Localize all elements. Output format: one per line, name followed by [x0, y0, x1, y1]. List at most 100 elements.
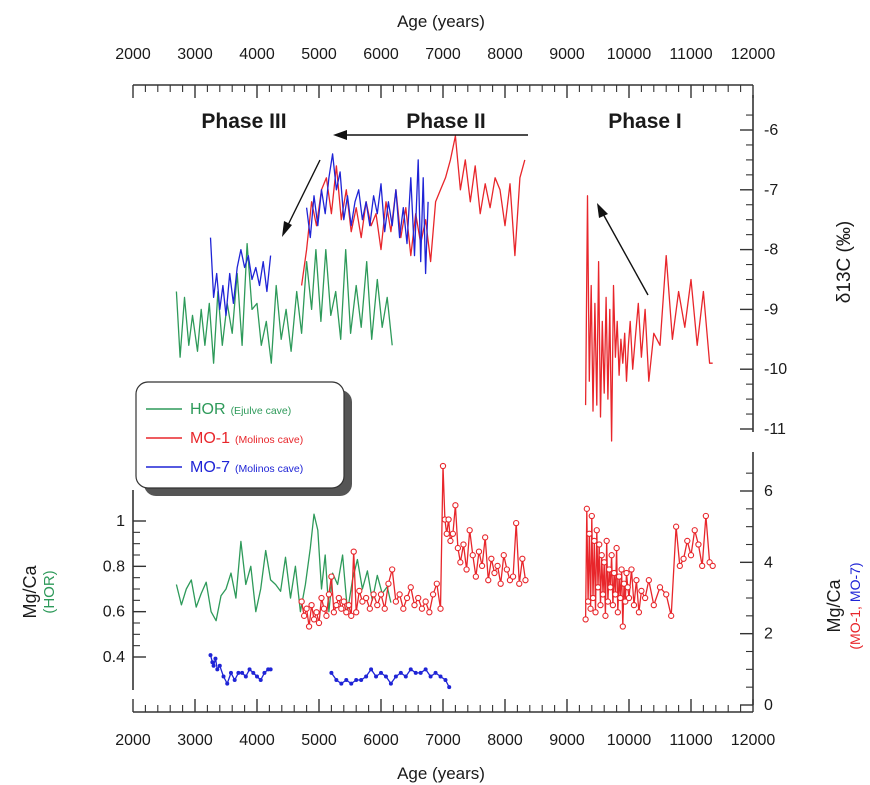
lower-mo1-mgca-point: [323, 612, 330, 619]
lower-mo1-mgca-point: [680, 555, 687, 562]
lower-mo1-mgca-point: [588, 512, 595, 520]
lower-mo1-mgca-point: [445, 516, 452, 523]
bottom-x-tick-label: 10000: [607, 732, 652, 749]
upper-hor-d13c-line-1: [175, 242, 393, 364]
phase-iii-trend-arrow-line: [286, 159, 321, 228]
lower-mo1-mgca-point: [702, 512, 710, 520]
lower-mo1-mgca-point: [353, 609, 360, 616]
upper-y-tick-label: -8: [764, 242, 778, 259]
lower-mo1-mgca-point: [584, 598, 592, 605]
lower-mo1-mgca-point: [303, 605, 310, 612]
phase-i-label: Phase I: [608, 110, 682, 133]
lower-mo7-mgca-point: [428, 674, 433, 679]
lower-mo1-mgca-point: [522, 577, 529, 584]
lower-mo1-mgca-point: [370, 591, 377, 598]
upper-y-axis-title: δ13C (‰): [834, 221, 855, 303]
lower-mo1-mgca-point: [415, 594, 422, 602]
lower-mo7-mgca-point: [210, 660, 215, 665]
top-x-tick-label: 6000: [363, 46, 399, 63]
lower-mo1-mgca-point: [396, 591, 403, 598]
lower-mo1-mgca-point: [609, 601, 617, 609]
lower-mo1-mgca-point: [318, 594, 325, 602]
lower-left-y-tick-label: 0.6: [103, 604, 125, 621]
top-x-tick-label: 4000: [239, 46, 275, 63]
lower-mo7-mgca-point: [344, 678, 349, 683]
lower-mo1-mgca-point: [503, 566, 511, 573]
lower-mo1-mgca-point: [691, 527, 698, 534]
lower-mo1-mgca-point: [491, 569, 498, 577]
lower-right-y-tick-label: 4: [764, 554, 773, 571]
lower-mo7-mgca-point: [364, 674, 369, 679]
lower-mo1-mgca-point: [635, 609, 643, 616]
lower-mo1-mgca-point: [328, 573, 335, 580]
upper-y-tick-label: -6: [764, 122, 778, 139]
lower-mo1-mgca-point: [485, 577, 492, 584]
lower-mo7-mgca-point: [423, 667, 428, 672]
legend-cave-mo1: (Molinos cave): [235, 434, 303, 446]
lower-mo1-mgca-point: [613, 544, 620, 552]
bottom-x-tick-label: 8000: [487, 732, 523, 749]
lower-right-y-tick-label: 2: [764, 626, 773, 643]
upper-y-tick-label: -9: [764, 301, 778, 318]
lower-mo7-mgca-point: [225, 681, 230, 686]
lower-mo1-mgca-point: [519, 555, 526, 562]
lower-right-y-tick-label: 0: [764, 697, 773, 714]
lower-mo1-mgca-point: [602, 612, 609, 619]
lower-mo1-mgca-point: [622, 598, 629, 605]
lower-mo1-mgca-point: [340, 598, 347, 605]
lower-mo1-mgca-point: [598, 552, 605, 559]
bottom-x-tick-label: 7000: [425, 732, 461, 749]
lower-mo1-mgca-point: [606, 566, 613, 573]
lower-hor-mgca-line-1: [175, 513, 392, 622]
lower-mo7-mgca-point: [393, 674, 398, 679]
upper-mo1-d13c-line-2: [584, 195, 713, 442]
phase-arrows: [282, 130, 649, 296]
lower-mo1-mgca-point: [695, 541, 702, 548]
lower-mo1-mgca-point: [338, 605, 345, 612]
lower-mo1-mgca-point: [597, 601, 604, 609]
lower-mo1-mgca-point: [630, 601, 638, 609]
lower-mo1-mgca-point: [320, 605, 328, 612]
lower-mo1-mgca-point: [381, 605, 388, 612]
bottom-x-tick-label: 3000: [177, 732, 213, 749]
lower-mo1-mgca-point: [411, 601, 418, 609]
lower-mo1-mgca-point: [709, 562, 716, 570]
legend-cave-hor: (Ejulve cave): [231, 405, 292, 417]
legend-label-hor: HOR (Ejulve cave): [190, 401, 291, 418]
bottom-x-tick-label: 2000: [115, 732, 151, 749]
lower-mo1-mgca-point: [516, 580, 523, 587]
lower-mo7-mgca-point: [334, 678, 339, 683]
legend: HOR (Ejulve cave) MO-1 (Molinos cave) MO-7…: [135, 381, 352, 496]
lower-mo1-mgca-point: [460, 541, 467, 548]
lower-mo1-mgca-point: [619, 623, 626, 630]
lower-mo1-mgca-point: [429, 591, 437, 598]
lower-mo1-mgca-point: [330, 609, 338, 616]
lower-mo1-mgca-line-2: [584, 508, 714, 628]
lower-mo1-mgca-point: [625, 594, 633, 602]
lower-mo1-mgca-point: [623, 569, 630, 577]
top-x-tick-label: 11000: [669, 46, 712, 63]
lower-mo1-mgca-point: [469, 552, 476, 559]
lower-mo1-mgca-point: [392, 598, 400, 605]
lower-mo1-mgca-point: [618, 566, 625, 573]
top-x-axis-title: Age (years): [397, 12, 485, 31]
lower-mo1-mgca-point: [593, 527, 600, 534]
lower-mo1-mgca-point: [407, 584, 414, 591]
lower-mo7-mgca-point: [262, 670, 267, 675]
lower-mo7-mgca-point: [211, 663, 216, 668]
lower-mo1-mgca-point: [385, 580, 392, 587]
lower-mo1-mgca-point: [305, 623, 313, 630]
lower-mo7-mgca-point: [236, 670, 241, 675]
lower-mo1-mgca-point: [497, 580, 504, 587]
lower-mo1-mgca-point: [608, 552, 615, 559]
lower-mo1-mgca-point: [591, 537, 598, 545]
lower-mo1-mgca-point: [452, 502, 459, 509]
legend-cave-mo7: (Molinos cave): [235, 463, 303, 475]
phase-ii-label: Phase II: [406, 110, 485, 133]
lower-mo1-mgca-point: [315, 619, 323, 627]
lower-mo7-mgca-point: [403, 674, 408, 679]
lower-mo1-mgca-point: [596, 541, 603, 548]
lower-mo1-mgca-point: [426, 609, 433, 616]
lower-mo7-mgca-point: [418, 670, 423, 675]
upper-y-tick-label: -11: [764, 421, 786, 438]
